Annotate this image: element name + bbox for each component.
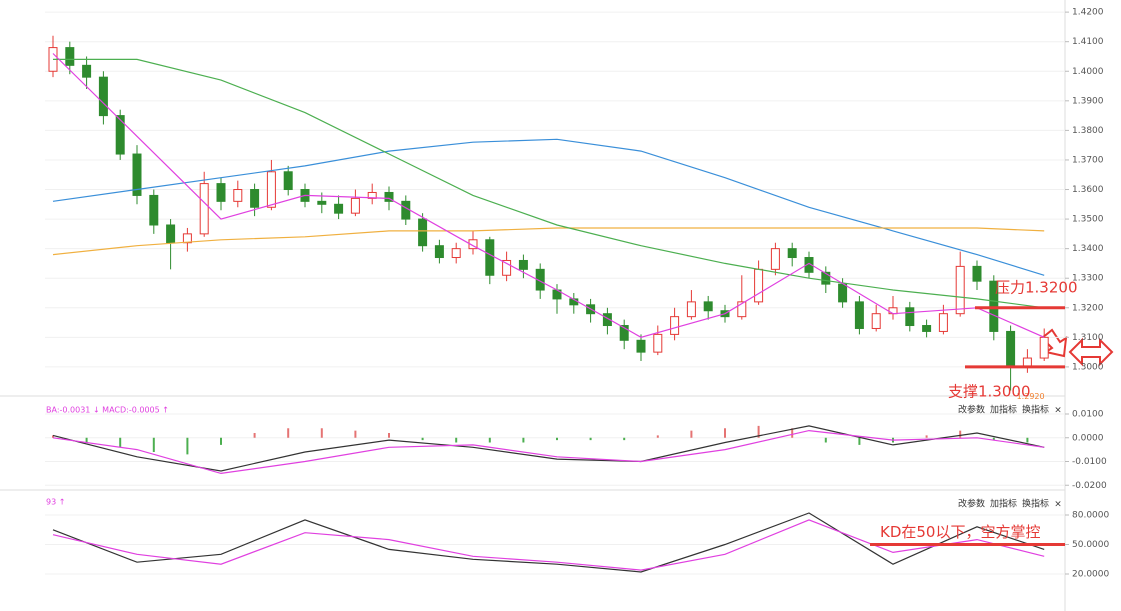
- candle-body: [804, 257, 814, 273]
- candle-body: [938, 313, 948, 332]
- panel-button[interactable]: 换指标: [1022, 498, 1049, 510]
- panel-button[interactable]: ×: [1054, 500, 1062, 510]
- y-tick-label: 1.4000: [1072, 67, 1104, 77]
- candle-body: [636, 339, 646, 353]
- candle-body: [770, 248, 780, 270]
- candle-body: [737, 301, 747, 318]
- y-tick-label: 0.0100: [1072, 410, 1104, 420]
- y-tick-label: 1.3600: [1072, 185, 1104, 195]
- candle-body: [1006, 330, 1016, 368]
- panel-button[interactable]: 改参数: [958, 498, 985, 510]
- annotation: KD在50以下，空方掌控: [880, 523, 1040, 541]
- panel-button[interactable]: 改参数: [958, 404, 985, 416]
- candle-body: [65, 47, 75, 66]
- indicator-line: [52, 138, 1045, 276]
- indicator-line: [52, 53, 1045, 338]
- candle-body: [888, 307, 898, 315]
- indicator-line: [52, 425, 1045, 472]
- candle-body: [82, 64, 92, 78]
- indicator-line: [52, 227, 1045, 256]
- indicator-line: [53, 58, 1045, 309]
- y-tick-label: 1.3300: [1072, 274, 1104, 284]
- candle-body: [686, 301, 696, 318]
- candle-body: [485, 239, 495, 276]
- y-tick-label: 1.4100: [1072, 37, 1104, 47]
- candle-body: [502, 259, 512, 276]
- candle-body: [401, 200, 411, 220]
- indicator-line: [52, 512, 1045, 573]
- y-tick-label: 1.3500: [1072, 215, 1104, 225]
- arrow: [1068, 337, 1114, 367]
- panel-button[interactable]: 换指标: [1022, 404, 1049, 416]
- y-tick-label: 1.3800: [1072, 126, 1104, 136]
- candle-body: [871, 313, 881, 329]
- candle-body: [384, 191, 394, 202]
- y-tick-label: 50.0000: [1072, 540, 1109, 550]
- candle-body: [518, 259, 528, 270]
- candle-body: [418, 218, 428, 247]
- candle-body: [787, 248, 797, 259]
- panel-button[interactable]: 加指标: [990, 404, 1017, 416]
- candle-body: [653, 333, 663, 353]
- annotation: 压力1.3200: [995, 278, 1078, 296]
- candle-body: [216, 183, 226, 202]
- y-tick-label: 1.3400: [1072, 244, 1104, 254]
- panel-header: BA:-0.0031 ↓ MACD:-0.0005 ↑: [46, 406, 169, 415]
- candle-body: [905, 307, 915, 327]
- candle-body: [451, 248, 461, 259]
- panel-header: 93 ↑: [46, 498, 65, 507]
- y-tick-label: 20.0000: [1072, 570, 1109, 580]
- candle-body: [703, 301, 713, 312]
- candle-body: [98, 76, 108, 117]
- candle-body: [115, 115, 125, 155]
- candle-body: [619, 325, 629, 341]
- indicator-line: [52, 519, 1045, 571]
- y-tick-label: 1.3200: [1072, 303, 1104, 313]
- panel-button[interactable]: 加指标: [990, 498, 1017, 510]
- y-tick-label: 80.0000: [1072, 511, 1109, 521]
- candle-body: [266, 171, 276, 208]
- panel-button[interactable]: ×: [1054, 406, 1062, 416]
- candle-body: [972, 265, 982, 282]
- candle-body: [132, 153, 142, 196]
- candle-body: [1039, 336, 1049, 359]
- y-tick-label: 1.3900: [1072, 96, 1104, 106]
- y-tick-label: 1.3000: [1072, 362, 1104, 372]
- candle-body: [602, 313, 612, 327]
- candle-body: [233, 189, 243, 202]
- candle-body: [166, 224, 176, 244]
- candle-body: [199, 183, 209, 235]
- y-tick-label: -0.0200: [1072, 481, 1107, 491]
- candle-body: [838, 283, 848, 303]
- indicator-line: [52, 429, 1045, 475]
- y-tick-label: -0.0100: [1072, 457, 1107, 467]
- candle-body: [434, 245, 444, 259]
- y-tick-label: 1.3100: [1072, 333, 1104, 343]
- candle-body: [283, 171, 293, 191]
- candle-body: [821, 271, 831, 285]
- candle-body: [250, 189, 260, 208]
- annotation: 支撑1.3000: [948, 382, 1031, 400]
- y-tick-label: 1.4200: [1072, 8, 1104, 18]
- candle-body: [149, 194, 159, 226]
- candle-body: [854, 301, 864, 329]
- candle-body: [350, 197, 360, 214]
- y-tick-label: 0.0000: [1072, 433, 1104, 443]
- candle-body: [670, 316, 680, 335]
- candle-body: [955, 265, 965, 315]
- y-tick-label: 1.3700: [1072, 155, 1104, 165]
- candle-body: [334, 203, 344, 214]
- arrow: [1040, 328, 1068, 358]
- candle-body: [922, 325, 932, 332]
- candle-body: [468, 239, 478, 250]
- low-label: 1.2920: [1017, 392, 1045, 401]
- candle-body: [317, 200, 327, 205]
- candle-body: [754, 268, 764, 303]
